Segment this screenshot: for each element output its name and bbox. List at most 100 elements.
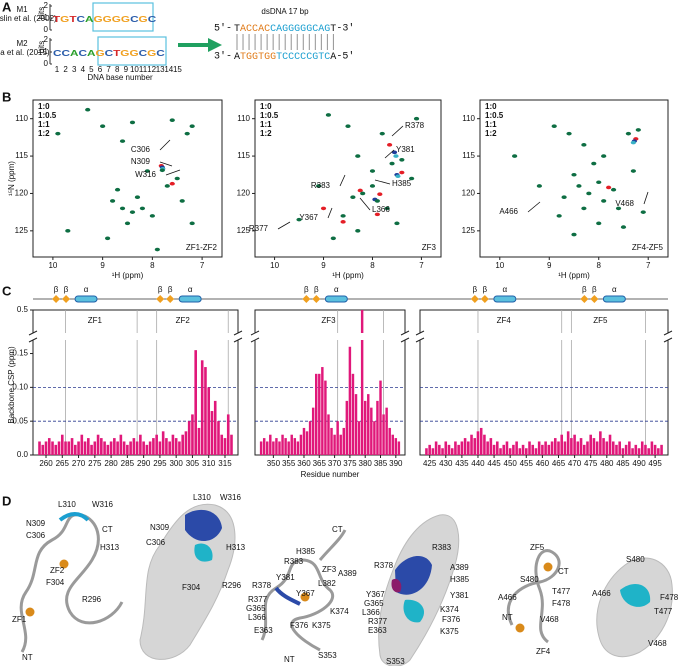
annotation: N309 <box>131 157 151 166</box>
x-tick-label: 380 <box>359 459 373 468</box>
x-tick-label: 385 <box>374 459 388 468</box>
bar <box>103 441 106 455</box>
peak <box>179 199 185 203</box>
residue-label: ZF2 <box>50 566 65 575</box>
peak <box>154 247 160 252</box>
residue-label: NT <box>502 613 513 622</box>
bar <box>74 444 77 455</box>
y-tick-label: 120 <box>237 189 251 198</box>
bar <box>595 441 599 455</box>
bar <box>345 400 349 455</box>
bar <box>476 431 480 455</box>
legend-entry: 1:0 <box>485 102 497 111</box>
ss-label: β <box>54 285 59 294</box>
y-tick-label: 1 <box>44 13 49 22</box>
bar <box>496 441 499 455</box>
residue-label: R296 <box>222 581 242 590</box>
annotation: W316 <box>135 170 156 179</box>
x-tick-label: 425 <box>423 459 437 468</box>
peak <box>596 221 602 226</box>
peak <box>355 154 361 158</box>
x-tick-label: 290 <box>137 459 151 468</box>
peak <box>144 169 150 173</box>
peak <box>379 131 385 136</box>
bar <box>370 407 373 455</box>
y-tick-label: 110 <box>15 114 28 123</box>
ss-label: α <box>334 285 339 294</box>
bar <box>602 438 605 455</box>
bar <box>217 421 220 455</box>
bar <box>47 438 51 455</box>
bar <box>457 444 460 455</box>
peak <box>316 184 322 188</box>
motif-box <box>92 2 154 32</box>
bar <box>321 367 324 455</box>
peak <box>105 236 111 241</box>
bar <box>93 441 97 455</box>
bar <box>624 444 628 455</box>
legend-entry: 1:2 <box>485 129 497 138</box>
y-tick-label: 110 <box>237 114 250 123</box>
residue-label: L310 <box>58 500 76 509</box>
bar <box>152 438 155 455</box>
x-tick-label: 485 <box>616 459 630 468</box>
x-tick-label: 270 <box>72 459 86 468</box>
annotation-arrow <box>527 201 541 213</box>
x-tick-label: 260 <box>39 459 53 468</box>
bar <box>650 441 654 455</box>
annotation-arrow <box>277 221 291 230</box>
beta-strand <box>302 295 311 303</box>
ss-label: β <box>64 285 69 294</box>
bar <box>174 438 178 455</box>
bar <box>615 444 618 455</box>
plot-frame <box>32 99 223 258</box>
residue-label: ZF1 <box>12 615 27 624</box>
residue-label: S353 <box>386 657 405 666</box>
motif-box <box>97 36 167 66</box>
y-tick-label: 115 <box>15 151 28 160</box>
x-tick-label: 12 <box>147 65 156 74</box>
residue-label: F376 <box>290 621 309 630</box>
bar <box>385 407 388 455</box>
bar <box>599 431 602 455</box>
x-tick-label: 480 <box>600 459 614 468</box>
bar <box>634 444 638 455</box>
bar <box>489 438 493 455</box>
x-tick-label: 375 <box>343 459 357 468</box>
x-tick-label: 10 <box>270 261 279 270</box>
residue-label: R378 <box>252 581 272 590</box>
peak <box>184 131 190 136</box>
domain-label: ZF5 <box>593 316 608 325</box>
bar <box>376 400 379 455</box>
zinc <box>543 562 553 572</box>
bar <box>647 448 650 455</box>
bar <box>660 444 663 455</box>
bar <box>266 441 269 455</box>
panel-title: ZF3 <box>422 243 437 252</box>
residue-label: L382 <box>318 579 336 588</box>
x-tick-label: 435 <box>455 459 469 468</box>
annotation: R377 <box>249 224 269 233</box>
bar <box>637 448 641 455</box>
bar <box>113 438 116 455</box>
peak <box>174 176 180 181</box>
bar <box>148 441 152 455</box>
y-tick-label: 125 <box>15 226 29 235</box>
x-tick-label: 310 <box>202 459 216 468</box>
break-mark <box>663 337 673 343</box>
x-tick-label: 280 <box>104 459 118 468</box>
x-label: DNA base number <box>87 73 153 82</box>
legend-entry: 1:0 <box>38 102 50 111</box>
bar <box>64 441 67 455</box>
bar <box>470 434 473 455</box>
plot-frame <box>479 99 669 258</box>
peak <box>320 206 327 211</box>
peak <box>384 206 390 211</box>
peak <box>114 187 121 192</box>
bar <box>515 441 518 455</box>
residue-label: L366 <box>362 608 380 617</box>
bar <box>90 444 93 455</box>
residue-label: G365 <box>364 599 384 608</box>
y-tick-label: 0.05 <box>12 416 28 425</box>
zinc <box>300 592 310 602</box>
